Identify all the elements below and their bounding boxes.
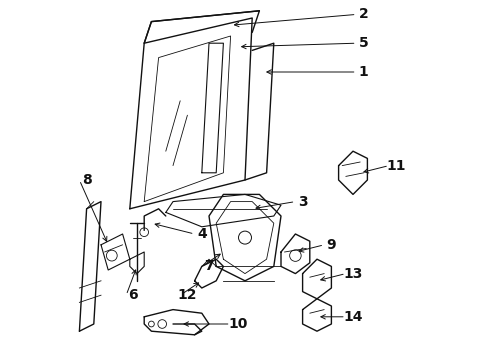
Text: 6: 6 — [128, 288, 138, 302]
Text: 7: 7 — [204, 260, 214, 273]
Text: 5: 5 — [359, 36, 368, 50]
Text: 9: 9 — [327, 238, 336, 252]
Text: 14: 14 — [343, 310, 363, 324]
Text: 13: 13 — [343, 267, 363, 280]
Text: 1: 1 — [359, 65, 368, 79]
Text: 4: 4 — [197, 227, 207, 241]
Text: 2: 2 — [359, 8, 368, 21]
Text: 8: 8 — [82, 173, 92, 187]
Text: 12: 12 — [178, 288, 197, 302]
Text: 11: 11 — [387, 159, 406, 172]
Text: 10: 10 — [228, 317, 247, 331]
Text: 3: 3 — [298, 195, 307, 208]
